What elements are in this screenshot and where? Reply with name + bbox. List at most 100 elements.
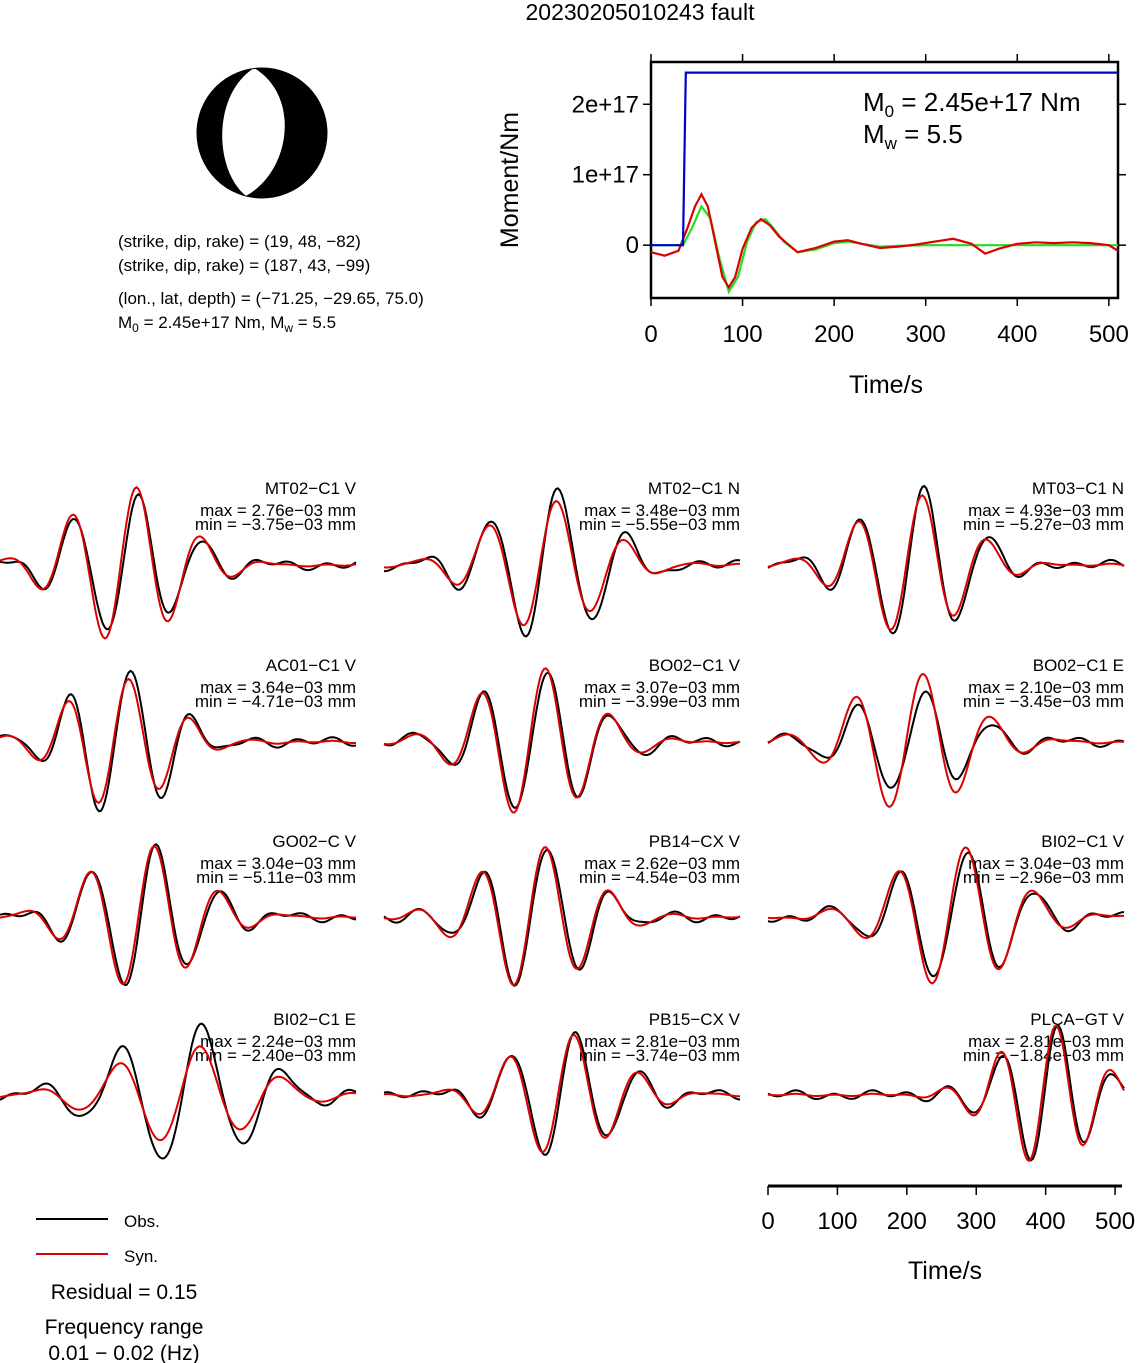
waveform-max-label: max = 2.62e−03 mm: [584, 854, 740, 873]
waveform-station-label: GO02−C V: [272, 832, 356, 851]
waveform-station-label: MT03−C1 N: [1032, 479, 1124, 498]
waveform-syn-line: [767, 1024, 1125, 1163]
frequency-range-title: Frequency range: [45, 1316, 204, 1339]
waveform-max-label: max = 2.81e−03 mm: [584, 1032, 740, 1051]
focal-mechanism-text: (strike, dip, rake) = (19, 48, −82) (str…: [118, 232, 424, 335]
waveform-syn-line: [0, 844, 357, 986]
waveform-station-label: BI02−C1 V: [1041, 832, 1124, 851]
waveform-min-label: min = −2.40e−03 mm: [195, 1046, 356, 1065]
waveform-min-label: min = −5.11e−03 mm: [196, 868, 356, 887]
moment-m0-annotation: M0 = 2.45e+17 Nm: [863, 87, 1081, 121]
waveform-station-label: PB15−CX V: [649, 1010, 741, 1029]
beachball-icon: [196, 67, 328, 199]
waveform-max-label: max = 2.24e−03 mm: [200, 1032, 356, 1051]
waveform-syn-line: [383, 1033, 740, 1154]
moment-x-tick-label: 0: [644, 321, 657, 348]
waveform-obs-line: [0, 669, 357, 813]
residual-text: Residual = 0.15: [51, 1281, 198, 1304]
waveform-obs-line: [383, 849, 741, 988]
waveform-max-label: max = 2.76e−03 mm: [200, 501, 356, 520]
bottom-x-tick-label: 500: [1095, 1208, 1135, 1235]
waveform-max-label: max = 2.81e−03 mm: [968, 1032, 1124, 1051]
waveform-min-label: min = −3.75e−03 mm: [195, 515, 356, 534]
waveform-station-label: PLCA−GT V: [1030, 1010, 1124, 1029]
moment-y-tick-label: 2e+17: [572, 91, 639, 118]
focal-line-4: M0 = 2.45e+17 Nm, Mw = 5.5: [118, 313, 336, 335]
waveform-station-label: MT02−C1 V: [265, 479, 357, 498]
waveform-max-label: max = 3.64e−03 mm: [200, 678, 356, 697]
waveform-min-label: min = −3.45e−03 mm: [963, 692, 1124, 711]
waveform-max-label: max = 4.93e−03 mm: [968, 501, 1124, 520]
waveform-max-label: max = 3.04e−03 mm: [200, 854, 356, 873]
waveform-station-label: PB14−CX V: [649, 832, 741, 851]
waveform-min-label: min = −3.99e−03 mm: [579, 692, 740, 711]
bottom-time-axis: Time/s 0 100 200 300 400 500: [761, 1184, 1135, 1285]
waveform-syn-line: [383, 667, 741, 814]
waveform-station-label: MT02−C1 N: [648, 479, 740, 498]
waveform-syn-line: [0, 677, 357, 804]
waveform-syn-line: [767, 673, 1125, 808]
legend-syn-label: Syn.: [124, 1247, 158, 1266]
bottom-x-tick-label: 200: [887, 1208, 927, 1235]
bottom-x-tick-label: 300: [956, 1208, 996, 1235]
moment-y-tick-label: 0: [626, 232, 639, 259]
waveform-syn-line: [767, 846, 1125, 985]
frequency-range-value: 0.01 − 0.02 (Hz): [48, 1342, 199, 1363]
moment-x-tick-label: 100: [723, 321, 763, 348]
moment-x-tick-label: 200: [814, 321, 854, 348]
waveform-station-label: BI02−C1 E: [273, 1010, 356, 1029]
legend-obs-label: Obs.: [124, 1212, 160, 1231]
bottom-x-tick-label: 400: [1026, 1208, 1066, 1235]
moment-y-tick-label: 1e+17: [572, 162, 639, 189]
waveform-syn-line: [767, 494, 1125, 631]
waveform-station-label: BO02−C1 V: [649, 656, 741, 675]
waveform-max-label: max = 3.48e−03 mm: [584, 501, 740, 520]
bottom-x-tick-label: 0: [761, 1208, 774, 1235]
moment-series-line: [651, 204, 1118, 295]
moment-series-line: [650, 192, 1119, 290]
waveform-max-label: max = 3.07e−03 mm: [584, 678, 740, 697]
waveform-station-label: BO02−C1 E: [1033, 656, 1124, 675]
waveform-obs-line: [0, 843, 357, 987]
waveform-min-label: min = −1.84e−03 mm: [963, 1046, 1124, 1065]
moment-panel-frame: [649, 60, 1120, 300]
bottom-x-tick-label: 100: [817, 1208, 857, 1235]
moment-x-axis-label: Time/s: [849, 371, 923, 399]
moment-y-axis-label: Moment/Nm: [496, 112, 524, 248]
waveform-max-label: max = 2.10e−03 mm: [968, 678, 1124, 697]
focal-line-3: (lon., lat, depth) = (−71.25, −29.65, 75…: [118, 289, 424, 308]
focal-line-1: (strike, dip, rake) = (19, 48, −82): [118, 232, 361, 251]
focal-line-2: (strike, dip, rake) = (187, 43, −99): [118, 256, 370, 275]
figure-title: 20230205010243 fault: [526, 0, 756, 25]
bottom-x-axis-label: Time/s: [908, 1257, 982, 1285]
moment-panel: 0 1e+17 2e+17 0 100 200 300 400 500 Moment/Nm Ti…: [496, 54, 1129, 399]
waveform-obs-line: [384, 487, 741, 638]
waveform-max-label: max = 3.04e−03 mm: [968, 854, 1124, 873]
waveform-station-label: AC01−C1 V: [266, 656, 357, 675]
moment-x-tick-label: 400: [997, 321, 1037, 348]
waveform-min-label: min = −5.55e−03 mm: [579, 515, 740, 534]
waveform-min-label: min = −4.71e−03 mm: [195, 692, 356, 711]
waveform-min-label: min = −2.96e−03 mm: [963, 868, 1124, 887]
waveform-syn-line: [383, 846, 741, 986]
waveform-syn-line: [383, 499, 740, 627]
moment-series-line: [651, 71, 1118, 247]
moment-mw-annotation: Mw = 5.5: [863, 119, 963, 153]
waveform-syn-line: [0, 1045, 357, 1142]
waveform-min-label: min = −3.74e−03 mm: [579, 1046, 740, 1065]
waveform-min-label: min = −5.27e−03 mm: [963, 515, 1124, 534]
